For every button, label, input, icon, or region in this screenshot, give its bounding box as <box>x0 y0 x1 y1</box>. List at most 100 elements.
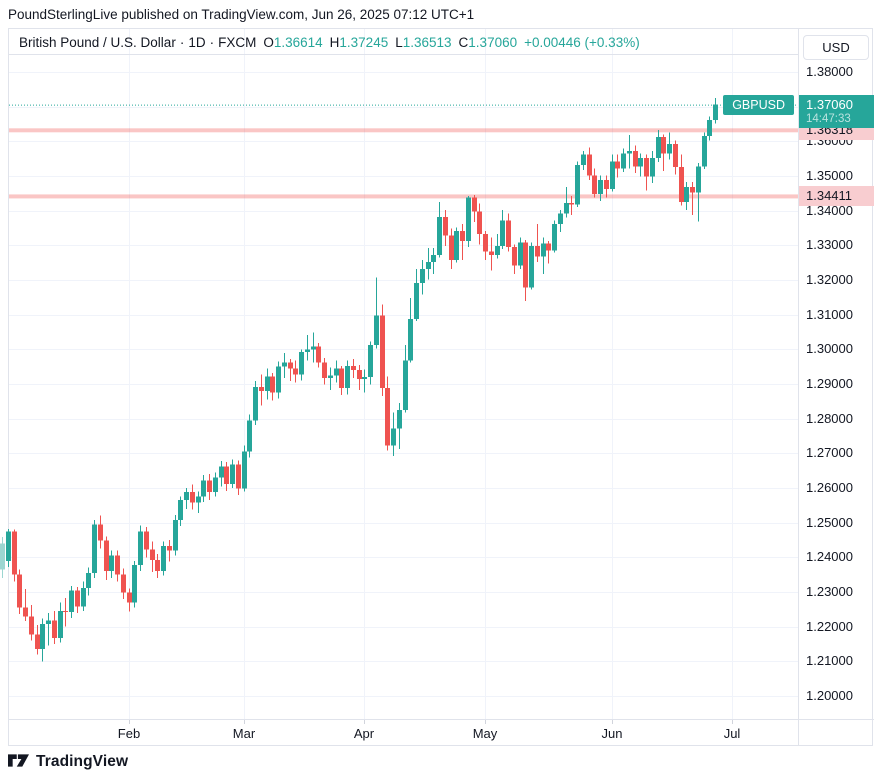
candle <box>224 462 229 491</box>
candle <box>184 488 189 509</box>
candle <box>449 228 454 269</box>
candle <box>391 412 396 457</box>
candle <box>357 364 362 391</box>
candle <box>12 529 17 582</box>
candle <box>495 234 500 259</box>
candle <box>236 460 241 495</box>
candle <box>690 182 695 215</box>
close-key: C <box>458 35 469 50</box>
price-tick-label: 1.26000 <box>806 480 853 495</box>
candle <box>368 341 373 385</box>
gridlines <box>9 29 798 719</box>
price-tick-label: 1.34000 <box>806 202 853 218</box>
candle <box>351 359 356 378</box>
candle <box>196 491 201 513</box>
chart-widget: British Pound / U.S. Dollar · 1D · FXCM O1.36… <box>0 28 874 746</box>
candle <box>132 560 137 608</box>
candle <box>696 162 701 222</box>
candle <box>92 519 97 579</box>
candle <box>506 213 511 252</box>
price-tick-label: 1.28000 <box>806 410 853 426</box>
candle <box>431 248 436 274</box>
candle <box>230 459 235 488</box>
candle <box>454 227 459 263</box>
candle <box>311 332 316 363</box>
price-tick-label: 1.31000 <box>806 306 853 322</box>
candle <box>276 361 281 399</box>
candle <box>443 209 448 247</box>
candle <box>328 367 333 390</box>
candle <box>155 553 160 579</box>
candle <box>638 153 643 177</box>
candle <box>75 586 80 613</box>
candle <box>190 484 195 510</box>
open-key: O <box>263 35 274 50</box>
month-label: Jul <box>723 726 741 741</box>
candle <box>604 175 609 198</box>
symbol-title[interactable]: British Pound / U.S. Dollar <box>19 35 176 50</box>
candle <box>397 403 402 450</box>
candle <box>161 541 166 576</box>
candle <box>219 460 224 487</box>
price-tick-label: 1.24000 <box>806 549 853 565</box>
candle <box>466 195 471 248</box>
time-tick-mark <box>612 720 613 724</box>
level-line <box>9 194 798 199</box>
candle <box>150 541 155 572</box>
high-value: 1.37245 <box>339 35 389 50</box>
candle <box>541 237 546 274</box>
candle <box>500 209 505 249</box>
currency-toggle-button[interactable]: USD <box>803 35 869 60</box>
candle <box>339 365 344 396</box>
price-tick-label: 1.21000 <box>806 653 853 669</box>
candle <box>529 242 534 290</box>
symbol-price-tag: GBPUSD <box>723 94 794 115</box>
candle <box>477 203 482 245</box>
chart-legend[interactable]: British Pound / U.S. Dollar · 1D · FXCM O1.36… <box>19 35 640 51</box>
candle <box>679 154 684 206</box>
level-line <box>9 128 798 133</box>
candle <box>109 550 114 579</box>
candle <box>69 585 74 618</box>
candle <box>512 244 517 274</box>
candle <box>213 472 218 497</box>
price-tick-label: 1.32000 <box>806 272 853 287</box>
candle <box>621 148 626 172</box>
candle <box>17 569 22 615</box>
candle <box>673 140 678 175</box>
candlestick-chart[interactable] <box>0 29 798 719</box>
candle <box>546 241 551 264</box>
candle <box>592 168 597 198</box>
candle <box>483 230 488 260</box>
tradingview-attribution[interactable]: TradingView <box>8 753 128 771</box>
price-tick-label: 1.30000 <box>806 341 853 357</box>
candle <box>374 277 379 349</box>
candle <box>702 132 707 170</box>
open-value: 1.36614 <box>273 35 323 50</box>
candle <box>86 567 91 596</box>
time-axis-separator <box>9 719 874 720</box>
interval-label[interactable]: 1D <box>188 35 206 50</box>
last-price-axis-label: 1.37060 14:47:33 <box>799 94 874 128</box>
candle <box>403 345 408 413</box>
legend-separator: · <box>209 35 215 50</box>
tradingview-logo-icon <box>8 753 29 767</box>
candle <box>587 147 592 181</box>
candle <box>460 223 465 260</box>
low-value: 1.36513 <box>402 35 452 50</box>
candle <box>265 368 270 400</box>
candle <box>115 550 120 582</box>
price-tick-label: 1.20000 <box>806 688 853 703</box>
candle <box>426 248 431 280</box>
candle <box>173 515 178 556</box>
candle <box>615 154 620 178</box>
time-tick-mark <box>485 720 486 724</box>
price-axis-separator <box>798 29 799 745</box>
month-label: Jun <box>601 726 623 741</box>
candle <box>35 624 40 655</box>
candle <box>633 145 638 174</box>
change-value: +0.00446 (+0.33%) <box>524 35 640 50</box>
candle <box>414 268 419 321</box>
month-label: Apr <box>353 726 375 741</box>
price-tick-label: 1.29000 <box>806 376 853 391</box>
